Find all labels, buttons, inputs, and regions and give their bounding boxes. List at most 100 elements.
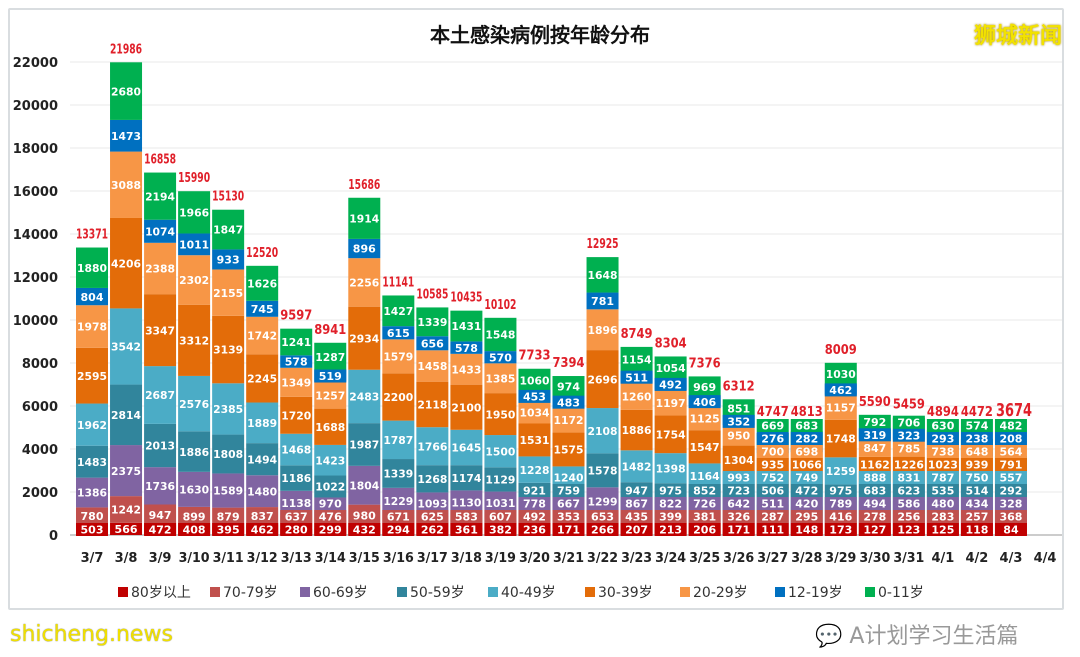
data-label: 2388	[145, 263, 175, 276]
data-label: 171	[727, 524, 750, 537]
data-label: 566	[115, 523, 138, 536]
bar-segment	[110, 308, 143, 385]
data-label: 879	[217, 511, 240, 524]
x-tick-label: 3/8	[115, 551, 138, 566]
data-label-background	[926, 471, 959, 484]
data-label: 648	[965, 446, 988, 459]
y-tick-label: 22000	[13, 56, 58, 71]
data-label-background	[450, 523, 483, 536]
data-label-background	[926, 497, 959, 510]
data-label: 2118	[417, 399, 447, 412]
x-tick-label: 3/15	[349, 551, 380, 566]
data-label: 975	[659, 485, 682, 498]
bar-segment	[246, 443, 279, 476]
data-label: 947	[149, 509, 172, 522]
bar-segment	[178, 506, 211, 527]
data-label: 2687	[145, 389, 175, 402]
data-label: 453	[523, 391, 546, 404]
x-tick-label: 3/25	[689, 551, 720, 566]
legend-swatch	[300, 587, 310, 597]
wechat-icon: 💬	[815, 624, 843, 649]
data-label: 1423	[315, 454, 345, 467]
bar-segment	[484, 435, 517, 468]
data-label: 899	[183, 511, 206, 524]
data-label: 781	[591, 295, 614, 308]
bar-segment	[348, 197, 381, 239]
data-label-background	[518, 523, 551, 536]
data-label-background	[756, 445, 789, 458]
data-label: 1886	[622, 424, 652, 437]
data-label: 1742	[247, 330, 277, 343]
data-label-background	[960, 510, 993, 523]
data-label: 1962	[77, 419, 107, 432]
bar-segment	[110, 445, 143, 497]
bar-segment	[416, 307, 449, 337]
data-label-background	[960, 523, 993, 536]
data-label: 625	[421, 511, 444, 524]
data-label-background	[892, 428, 925, 442]
x-tick-label: 3/30	[859, 551, 890, 566]
x-tick-label: 3/14	[315, 551, 346, 566]
data-label-background	[960, 432, 993, 445]
data-label: 1130	[451, 497, 481, 510]
total-label: 15130	[212, 190, 244, 205]
data-label-background	[178, 523, 211, 536]
data-label: 276	[761, 433, 784, 446]
bar-segment	[246, 402, 279, 444]
bar-segment	[178, 191, 211, 234]
data-label: 3312	[179, 334, 209, 347]
data-label: 2100	[451, 401, 481, 414]
legend-label: 0-11岁	[878, 585, 924, 601]
data-label: 667	[557, 498, 580, 511]
legend-swatch	[397, 587, 407, 597]
bar-segment	[518, 401, 551, 424]
data-label-background	[960, 471, 993, 484]
total-label: 3674	[996, 400, 1032, 421]
data-label: 969	[693, 381, 716, 394]
total-label: 10435	[450, 291, 482, 306]
data-label: 514	[965, 485, 988, 498]
data-label: 1886	[179, 446, 209, 459]
data-label: 2814	[111, 409, 141, 422]
bar-segment	[450, 341, 483, 354]
data-label-background	[552, 484, 585, 497]
bar-segment	[348, 423, 381, 466]
data-label-background	[790, 419, 823, 432]
data-label-background	[756, 432, 789, 445]
x-tick-label: 3/26	[723, 551, 754, 566]
bar-segment	[416, 427, 449, 466]
data-label: 420	[795, 498, 818, 511]
data-label-background	[960, 497, 993, 510]
bar-segment	[246, 475, 279, 508]
bar-segment	[178, 375, 211, 432]
data-label-background	[382, 523, 415, 536]
data-label: 476	[319, 511, 342, 524]
bar-segment	[178, 233, 211, 256]
data-label: 1129	[485, 474, 515, 487]
data-label-background	[994, 419, 1027, 432]
chart-title: 本土感染病例按年龄分布	[430, 23, 650, 47]
data-label: 831	[897, 472, 920, 485]
y-tick-label: 18000	[13, 142, 58, 157]
data-label-background	[824, 383, 857, 397]
bar-segment	[586, 350, 619, 409]
data-label: 1896	[588, 324, 618, 337]
legend-swatch	[680, 587, 690, 597]
data-label: 208	[999, 433, 1022, 446]
data-label: 462	[829, 384, 852, 397]
data-label: 2483	[349, 391, 379, 404]
data-label: 511	[761, 498, 784, 511]
bar-segment	[280, 355, 313, 368]
bar-segment	[484, 393, 517, 436]
data-label: 1548	[485, 329, 515, 342]
data-label: 789	[829, 498, 852, 511]
data-label: 759	[557, 485, 580, 498]
data-label: 1339	[417, 316, 447, 329]
data-label: 583	[455, 511, 478, 524]
data-label: 256	[897, 511, 920, 524]
bar-segment	[416, 336, 449, 351]
data-label: 1240	[554, 472, 584, 485]
data-label: 171	[557, 524, 580, 537]
data-label: 2680	[111, 85, 141, 98]
